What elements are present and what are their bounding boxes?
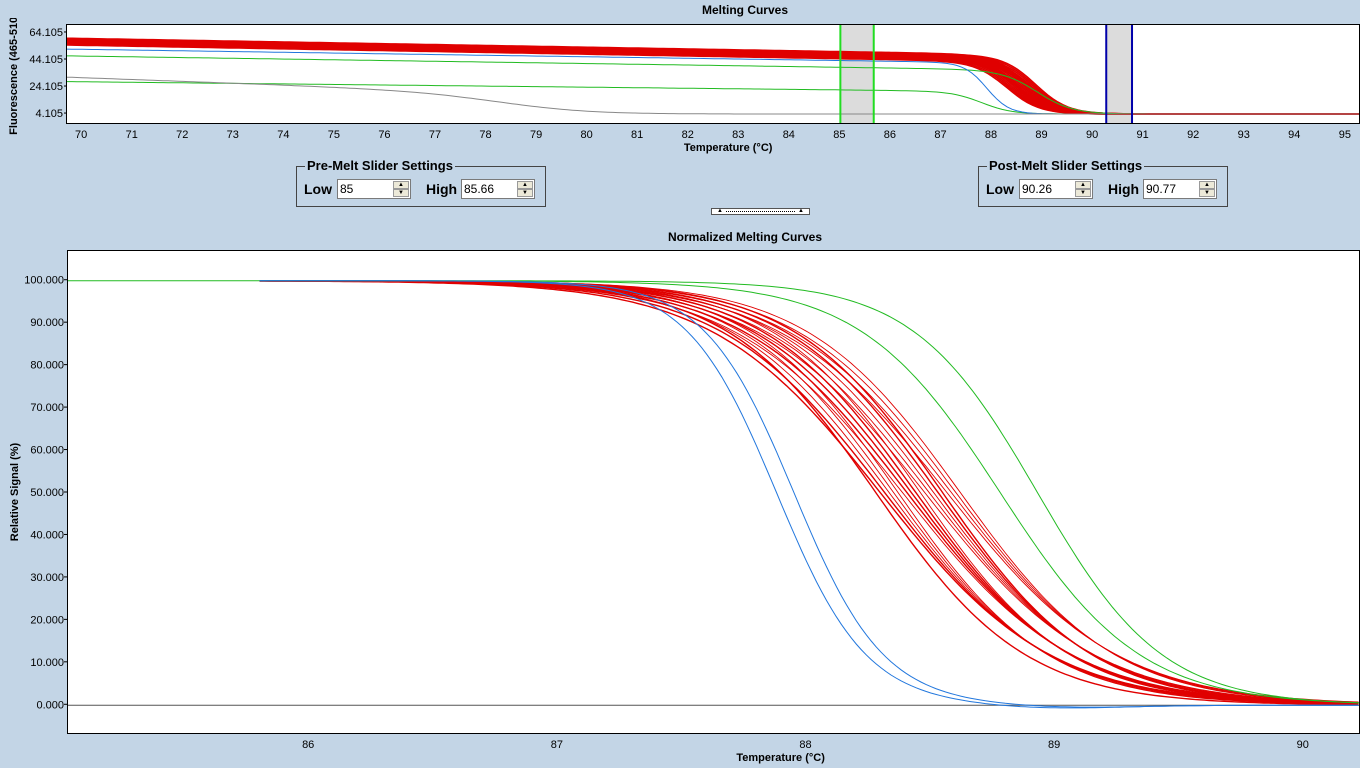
y-axis-title: Relative Signal (%) [9, 442, 21, 541]
post-melt-low-spinner: ▲ ▼ [1019, 179, 1093, 199]
y-tick-label: 60.000 [30, 445, 64, 457]
y-tick-label: 0.000 [36, 699, 64, 711]
pre-melt-high-spinner: ▲ ▼ [461, 179, 535, 199]
post-melt-high-spinner: ▲ ▼ [1143, 179, 1217, 199]
panel-splitter[interactable]: ▲ ▲ [711, 208, 810, 215]
x-tick-label: 90 [1297, 739, 1309, 751]
pre-melt-settings: Pre-Melt Slider Settings Low ▲ ▼ High ▲ … [296, 158, 546, 207]
x-tick-label: 95 [1339, 129, 1351, 141]
y-tick-label: 10.000 [30, 657, 64, 669]
x-tick-label: 88 [985, 129, 997, 141]
pre-melt-band [840, 25, 874, 123]
post-melt-low-input[interactable] [1020, 180, 1076, 198]
pre-melt-low-input[interactable] [338, 180, 394, 198]
x-tick-label: 72 [176, 129, 188, 141]
red-normalized-curve [259, 280, 1359, 703]
spin-up-button[interactable]: ▲ [393, 181, 409, 189]
x-tick-label: 71 [126, 129, 138, 141]
green-curve-2 [67, 81, 1359, 115]
post-melt-low-label: Low [986, 181, 1014, 197]
x-tick-label: 94 [1288, 129, 1300, 141]
post-melt-settings: Post-Melt Slider Settings Low ▲ ▼ High ▲… [978, 158, 1228, 207]
x-tick-label: 87 [551, 739, 563, 751]
x-tick-label: 84 [783, 129, 795, 141]
melting-curves-plot[interactable] [66, 24, 1360, 124]
y-tick-label: 50.000 [30, 487, 64, 499]
x-tick-label: 85 [833, 129, 845, 141]
melting-curves-axes: 64.105 44.105 24.105 4.105 70 71 72 73 74 75 76 77 7… [8, 18, 1351, 154]
y-tick-label: 100.000 [24, 275, 64, 287]
x-tick-label: 93 [1238, 129, 1250, 141]
red-normalized-curve [259, 280, 1359, 704]
y-tick-label: 4.105 [35, 108, 63, 120]
x-axis-title: Temperature (°C) [736, 752, 825, 764]
x-tick-label: 74 [277, 129, 289, 141]
pre-melt-high-input[interactable] [462, 180, 518, 198]
pre-melt-high-label: High [426, 181, 458, 197]
melting-curves-title: Melting Curves [701, 3, 788, 17]
gray-curve [67, 76, 1359, 115]
x-tick-label: 88 [799, 739, 811, 751]
red-curve [67, 37, 1359, 115]
green-curve-1 [67, 55, 1359, 115]
y-tick-label: 70.000 [30, 402, 64, 414]
y-tick-label: 30.000 [30, 572, 64, 584]
x-tick-label: 83 [732, 129, 744, 141]
x-tick-label: 86 [884, 129, 896, 141]
x-axis-title: Temperature (°C) [684, 142, 773, 154]
x-tick-label: 77 [429, 129, 441, 141]
post-melt-legend: Post-Melt Slider Settings [987, 158, 1145, 173]
y-axis-title: Fluorescence (465-510) [8, 18, 20, 135]
x-tick-label: 92 [1187, 129, 1199, 141]
spin-down-button[interactable]: ▼ [1199, 189, 1215, 197]
x-tick-label: 86 [302, 739, 314, 751]
blue-normalized-curve-1 [259, 280, 1359, 709]
x-tick-label: 82 [682, 129, 694, 141]
x-tick-label: 76 [378, 129, 390, 141]
splitter-up-arrow-icon: ▲ [717, 208, 723, 214]
red-normalized-curve [259, 280, 1359, 704]
x-tick-label: 73 [227, 129, 239, 141]
spin-down-button[interactable]: ▼ [517, 189, 533, 197]
x-tick-label: 91 [1137, 129, 1149, 141]
normalized-curves-plot[interactable] [67, 250, 1360, 734]
pre-melt-low-spinner: ▲ ▼ [337, 179, 411, 199]
y-tick-label: 40.000 [30, 529, 64, 541]
x-tick-label: 70 [75, 129, 87, 141]
y-tick-label: 64.105 [29, 27, 63, 39]
post-melt-band [1106, 25, 1133, 123]
x-tick-label: 78 [479, 129, 491, 141]
x-tick-label: 90 [1086, 129, 1098, 141]
blue-normalized-curve-2 [259, 280, 1359, 708]
pre-melt-low-label: Low [304, 181, 332, 197]
y-tick-label: 80.000 [30, 360, 64, 372]
spin-up-button[interactable]: ▲ [1199, 181, 1215, 189]
x-tick-label: 81 [631, 129, 643, 141]
pre-melt-legend: Pre-Melt Slider Settings [305, 158, 455, 173]
normalized-curves-title: Normalized Melting Curves [667, 230, 823, 244]
green-normalized-curve-1 [68, 280, 1359, 704]
spin-up-button[interactable]: ▲ [517, 181, 533, 189]
post-melt-high-label: High [1108, 181, 1140, 197]
x-tick-label: 87 [934, 129, 946, 141]
normalized-curves-axes: 100.000 90.000 80.000 70.000 60.000 50.000 40.… [9, 275, 1309, 764]
spin-down-button[interactable]: ▼ [393, 189, 409, 197]
x-tick-label: 75 [328, 129, 340, 141]
x-tick-label: 80 [581, 129, 593, 141]
y-tick-label: 20.000 [30, 614, 64, 626]
spin-down-button[interactable]: ▼ [1075, 189, 1091, 197]
x-tick-label: 79 [530, 129, 542, 141]
post-melt-high-input[interactable] [1144, 180, 1200, 198]
x-tick-label: 89 [1048, 739, 1060, 751]
y-tick-label: 90.000 [30, 317, 64, 329]
x-tick-label: 89 [1035, 129, 1047, 141]
spin-up-button[interactable]: ▲ [1075, 181, 1091, 189]
y-tick-label: 24.105 [29, 81, 63, 93]
y-tick-label: 44.105 [29, 54, 63, 66]
splitter-up-arrow-icon: ▲ [798, 208, 804, 214]
